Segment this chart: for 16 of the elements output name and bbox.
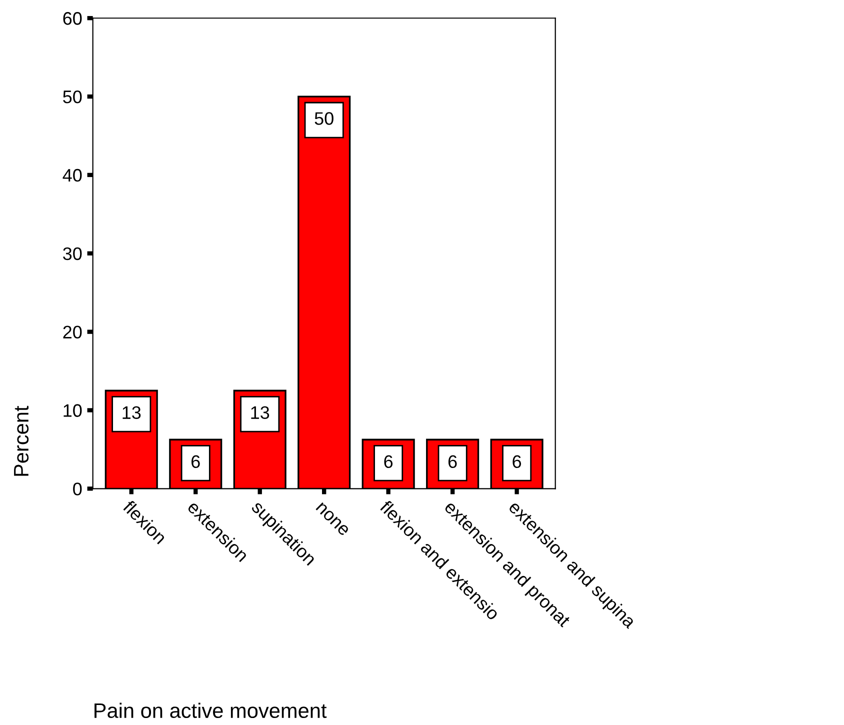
y-tick-label: 30 — [63, 247, 82, 260]
data-label: 6 — [384, 455, 393, 468]
y-tick-label: 40 — [62, 168, 82, 182]
data-label: 13 — [251, 406, 270, 419]
y-tick-label: 10 — [64, 404, 82, 417]
x-axis-title: Pain on active movement — [94, 702, 327, 718]
data-label: 13 — [122, 406, 141, 419]
data-label: 6 — [448, 455, 457, 468]
y-axis-title: Percent — [14, 406, 29, 476]
data-label: 6 — [192, 455, 200, 468]
y-tick-label: 60 — [63, 12, 82, 25]
data-label: 6 — [512, 455, 522, 468]
y-tick-label: 0 — [73, 482, 82, 496]
y-tick-label: 20 — [63, 326, 82, 339]
y-tick-label: 50 — [63, 90, 82, 104]
data-label: 50 — [314, 112, 334, 125]
